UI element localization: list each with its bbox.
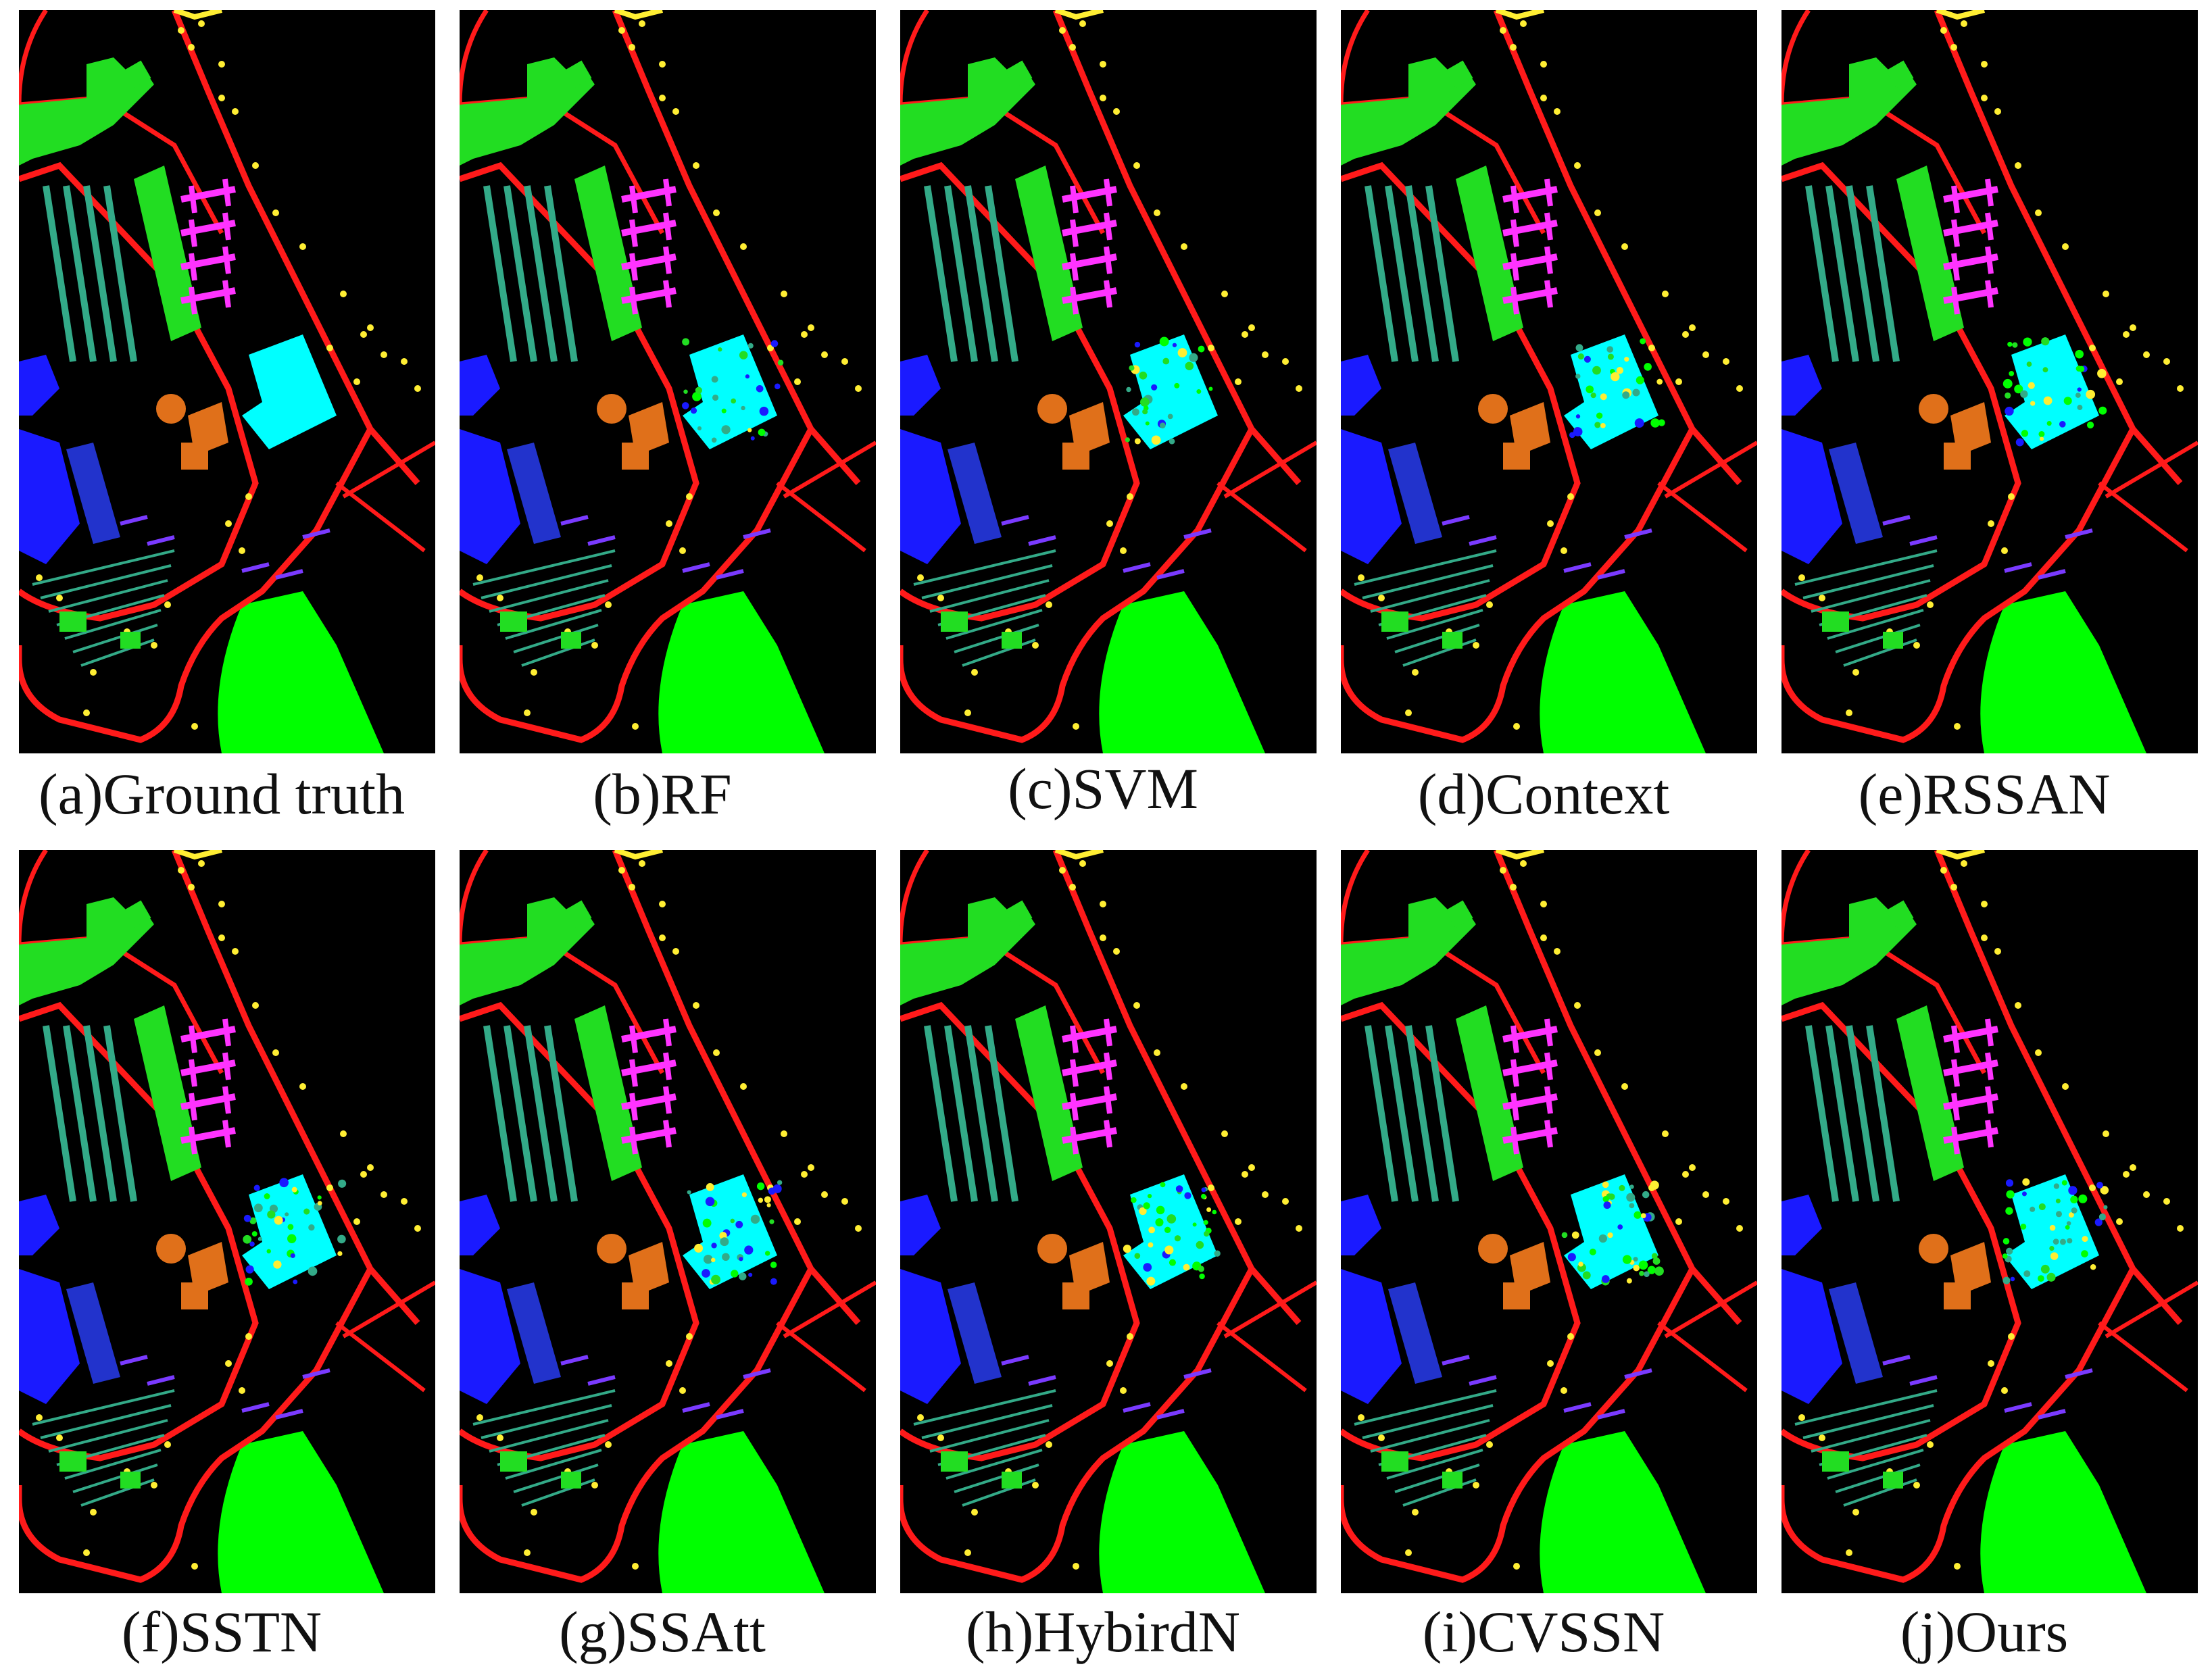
- panel-ours: [1781, 850, 2198, 1593]
- classification-map: [900, 850, 1317, 1593]
- caption-rssan: (e)RSSAN: [1858, 761, 2111, 826]
- classification-map: [900, 10, 1317, 753]
- caption-ground-truth: (a)Ground truth: [38, 761, 405, 826]
- caption-svm: (c)SVM: [1008, 756, 1198, 821]
- caption-sstn: (f)SSTN: [121, 1599, 322, 1664]
- panel-ground-truth: [19, 10, 435, 753]
- caption-ours: (j)Ours: [1900, 1599, 2069, 1664]
- caption-context: (d)Context: [1417, 761, 1670, 826]
- classification-map: [1781, 10, 2198, 753]
- classification-map: [1341, 10, 1757, 753]
- classification-map: [460, 850, 876, 1593]
- classification-map: [19, 850, 435, 1593]
- panel-rf: [460, 10, 876, 753]
- panel-cvssn: [1341, 850, 1757, 1593]
- classification-map: [1781, 850, 2198, 1593]
- panel-svm: [900, 10, 1317, 753]
- caption-rf: (b)RF: [593, 761, 732, 826]
- panel-rssan: [1781, 10, 2198, 753]
- panel-hybirdn: [900, 850, 1317, 1593]
- caption-ssatt: (g)SSAtt: [559, 1599, 766, 1664]
- caption-hybirdn: (h)HybirdN: [965, 1599, 1241, 1664]
- classification-map: [460, 10, 876, 753]
- caption-cvssn: (i)CVSSN: [1422, 1599, 1665, 1664]
- classification-map: [1341, 850, 1757, 1593]
- panel-context: [1341, 10, 1757, 753]
- classification-map: [19, 10, 435, 753]
- panel-ssatt: [460, 850, 876, 1593]
- panel-sstn: [19, 850, 435, 1593]
